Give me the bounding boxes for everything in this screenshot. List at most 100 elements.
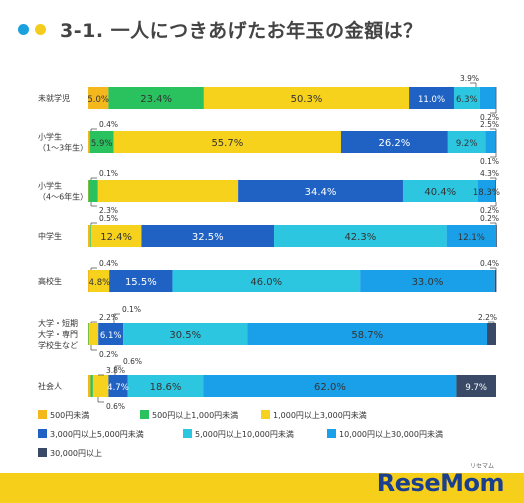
data-label: 26.2%	[379, 138, 411, 149]
bar-segment	[494, 270, 497, 292]
data-label: 6.1%	[100, 331, 122, 341]
bar-segment	[88, 323, 89, 345]
data-label: 15.5%	[125, 277, 157, 288]
legend-swatch	[38, 429, 47, 438]
data-label: 55.7%	[211, 138, 243, 149]
category-label: 大学・専門	[38, 329, 78, 339]
data-label: 30.5%	[169, 330, 201, 341]
legend-swatch	[327, 429, 336, 438]
outside-data-label: 2.3%	[99, 206, 118, 215]
bar-segment	[172, 270, 361, 292]
resemom-logo: ReseMom	[376, 469, 505, 497]
outside-data-label: 0.6%	[123, 357, 142, 366]
bar-segment	[109, 270, 173, 292]
legend-swatch	[261, 410, 270, 419]
outside-data-label: 3.9%	[460, 74, 479, 83]
data-label: 23.4%	[140, 94, 172, 105]
bar-segment	[360, 270, 495, 292]
footer-bar	[0, 473, 524, 503]
bar-segment	[274, 225, 447, 247]
category-label: 小学生	[38, 132, 62, 142]
category-label: 高校生	[38, 276, 62, 286]
outside-data-label: 2.2%	[478, 313, 497, 322]
bar-segment	[247, 323, 488, 345]
bar-segment	[89, 270, 110, 292]
outside-data-label: 0.1%	[122, 305, 141, 314]
blue-dot-icon	[18, 23, 29, 35]
bar-segment	[88, 375, 91, 397]
legend-label: 500円以上1,000円未満	[152, 410, 238, 420]
outside-data-label: 0.6%	[106, 402, 125, 411]
bar-segment	[123, 323, 248, 345]
data-label: 34.4%	[305, 187, 337, 198]
bar-segment	[447, 131, 486, 153]
bar-segment	[141, 225, 275, 247]
bar-segment	[97, 180, 239, 202]
bar-segment	[88, 323, 90, 345]
data-label: 6.3%	[456, 95, 478, 105]
data-label: 4.8%	[89, 278, 111, 288]
outside-data-label: 0.2%	[480, 206, 499, 215]
bar-segment	[88, 87, 109, 109]
bar-segment	[89, 323, 99, 345]
data-label: 42.3%	[344, 232, 376, 243]
category-label: （4～6年生）	[38, 192, 88, 202]
outside-data-label: 0.4%	[480, 259, 499, 268]
category-label: 中学生	[38, 231, 62, 241]
bar-segment	[409, 87, 454, 109]
bar-segment	[495, 131, 497, 153]
outside-data-label: 0.5%	[99, 214, 118, 223]
bar-segment	[90, 225, 142, 247]
data-label: 58.7%	[351, 330, 383, 341]
data-label: 46.0%	[250, 277, 282, 288]
bar-segment	[88, 270, 90, 292]
category-label: 大学・短期	[38, 318, 78, 328]
bar-segment	[496, 225, 497, 247]
outside-data-label: 0.1%	[480, 157, 499, 166]
category-label: 未就学児	[38, 93, 70, 103]
bar-segment	[340, 131, 448, 153]
data-label: 32.5%	[192, 232, 224, 243]
category-label: 学校生など	[38, 340, 78, 350]
bar-segment	[456, 375, 496, 397]
legend-label: 1,000円以上3,000円未満	[273, 410, 367, 420]
title-row: 3-1. 一人につきあげたお年玉の金額は？	[18, 14, 423, 44]
bar-segment	[98, 323, 124, 345]
bar-segment	[92, 375, 109, 397]
legend-label: 500円未満	[50, 410, 89, 420]
stacked-bar-chart: 未就学児小学生（1～3年生）小学生（4～6年生）中学生高校生大学・短期大学・専門…	[38, 74, 500, 458]
legend-label: 3,000円以上5,000円未満	[50, 429, 144, 439]
legend-swatch	[140, 410, 149, 419]
legend-swatch	[38, 410, 47, 419]
bar-segment	[487, 323, 496, 345]
data-label: 40.4%	[424, 187, 456, 198]
outside-data-label: 2.2%	[99, 313, 118, 322]
outside-data-label: 0.4%	[99, 259, 118, 268]
outside-data-label: 0.2%	[480, 113, 499, 122]
category-label: 小学生	[38, 181, 62, 191]
data-label: 18.6%	[150, 382, 182, 393]
bar-segment	[88, 180, 89, 202]
bar-segment	[88, 180, 98, 202]
data-label: 12.1%	[458, 233, 485, 243]
bar-segment	[479, 87, 496, 109]
outside-data-label: 0.2%	[480, 214, 499, 223]
bar-segment	[453, 87, 480, 109]
bar-segment	[402, 180, 478, 202]
outside-data-label: 0.2%	[99, 350, 118, 359]
bar-segment	[477, 180, 496, 202]
outside-data-label: 3.8%	[106, 366, 125, 375]
bar-segment	[113, 131, 341, 153]
bar-segment	[203, 375, 457, 397]
yellow-dot-icon	[35, 23, 46, 35]
data-label: 50.3%	[291, 94, 323, 105]
outside-data-label: 2.5%	[480, 120, 499, 129]
bar-segment	[446, 225, 496, 247]
legend-swatch	[183, 429, 192, 438]
data-label: 18.3%	[473, 188, 500, 198]
data-label: 11.0%	[418, 95, 445, 105]
bar-segment	[127, 375, 204, 397]
outside-data-label: 0.4%	[99, 120, 118, 129]
outside-data-label: 4.3%	[480, 169, 499, 178]
outside-data-label: 0.1%	[99, 169, 118, 178]
